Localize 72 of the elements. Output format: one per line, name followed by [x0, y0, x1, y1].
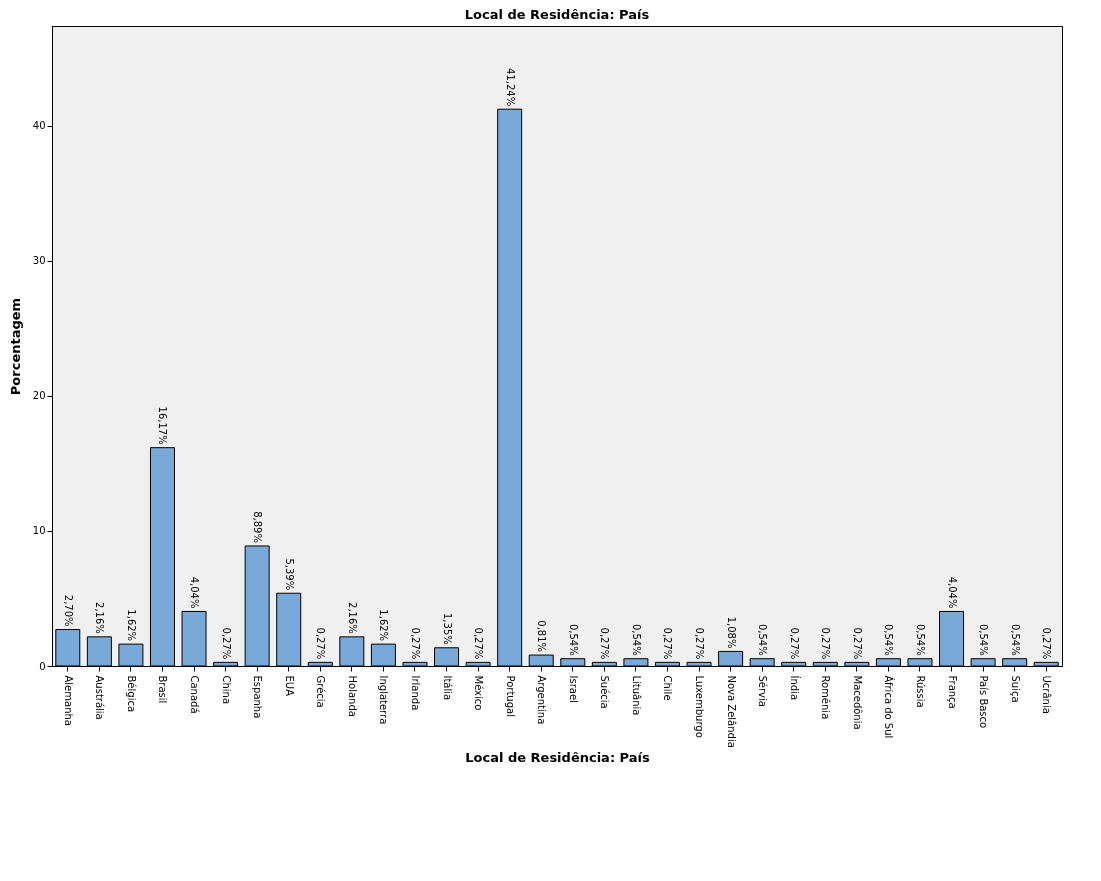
x-tick-label: França [946, 675, 958, 709]
x-tick-label: Macedônia [851, 675, 863, 730]
x-tick-label: Brasil [157, 675, 169, 704]
x-axis-title: Local de Residência: País [465, 749, 651, 765]
data-label: 0,54% [630, 623, 642, 656]
x-tick-label: Nova Zelândia [725, 675, 737, 748]
data-label: 2,16% [346, 602, 358, 634]
x-tick-label: Portugal [504, 675, 516, 717]
x-tick-label: Lituânia [630, 675, 642, 716]
data-label: 0,27% [820, 627, 832, 660]
x-tick-label: Suécia [599, 675, 611, 709]
data-label: 1,62% [378, 609, 390, 642]
data-label: 0,27% [409, 627, 421, 660]
x-tick-label: Irlanda [409, 675, 421, 711]
x-tick-label: Austrália [94, 675, 106, 720]
x-tick-label: Espanha [252, 675, 264, 719]
data-label: 0,27% [315, 627, 327, 660]
y-tick-label: 40 [32, 120, 46, 132]
data-label: 0,27% [473, 627, 485, 660]
x-tick-label: Índia [788, 675, 801, 701]
x-tick-label: País Basco [978, 675, 990, 729]
x-tick-label: Luxemburgo [694, 675, 706, 738]
data-label: 2,16% [94, 602, 106, 634]
x-tick-label: Bélgica [125, 675, 137, 713]
x-tick-label: China [220, 675, 232, 705]
data-label: 0,27% [662, 627, 674, 660]
x-tick-label: Chile [662, 675, 674, 701]
data-label: 0,27% [220, 627, 232, 660]
x-tick-label: Argentina [536, 675, 548, 725]
chart-title: Local de Residência: País [464, 7, 650, 22]
data-label: 0,54% [1009, 623, 1021, 656]
x-tick-label: EUA [283, 675, 295, 697]
x-tick-label: África do Sul [883, 675, 896, 739]
x-tick-label: Itália [441, 675, 453, 701]
data-label: 0,27% [599, 627, 611, 660]
x-tick-label: Sérvia [757, 675, 769, 707]
data-label: 0,27% [694, 627, 706, 660]
data-label: 0,54% [757, 623, 769, 656]
data-label: 1,35% [441, 612, 453, 645]
x-tick-label: Inglaterra [378, 675, 390, 725]
data-label: 1,08% [725, 616, 737, 649]
y-tick-label: 20 [32, 390, 46, 402]
data-label: 0,54% [978, 623, 990, 656]
x-tick-label: Grécia [315, 675, 327, 708]
data-label: 1,62% [125, 609, 137, 642]
data-label: 4,04% [946, 576, 958, 609]
data-label: 0,81% [536, 620, 548, 653]
data-label: 0,27% [1041, 627, 1053, 660]
x-tick-label: Romênia [820, 675, 832, 720]
x-tick-label: Holanda [346, 675, 358, 717]
x-tick-label: Alemanha [62, 675, 74, 726]
x-tick-label: Ucrânia [1041, 675, 1053, 714]
data-label: 5,39% [283, 558, 295, 591]
x-tick-label: Canadá [189, 675, 201, 714]
data-label: 0,54% [567, 623, 579, 656]
data-label: 16,17% [157, 406, 169, 445]
x-tick-label: México [473, 675, 485, 711]
y-tick-label: 0 [39, 660, 46, 672]
data-label: 41,24% [504, 68, 516, 107]
data-label: 0,54% [914, 623, 926, 656]
x-tick-label: Israel [567, 675, 579, 703]
x-tick-label: Suiça [1009, 675, 1021, 703]
data-label: 8,89% [252, 511, 264, 543]
data-label: 4,04% [189, 576, 201, 609]
data-label: 0,54% [883, 623, 895, 656]
y-tick-label: 10 [32, 525, 46, 537]
data-label: 0,27% [851, 627, 863, 660]
y-axis-title: Porcentagem [7, 297, 23, 396]
x-tick-label: Rússia [914, 675, 926, 708]
data-label: 2,70% [62, 594, 74, 627]
data-label: 0,27% [788, 627, 800, 660]
y-tick-label: 30 [32, 255, 46, 267]
